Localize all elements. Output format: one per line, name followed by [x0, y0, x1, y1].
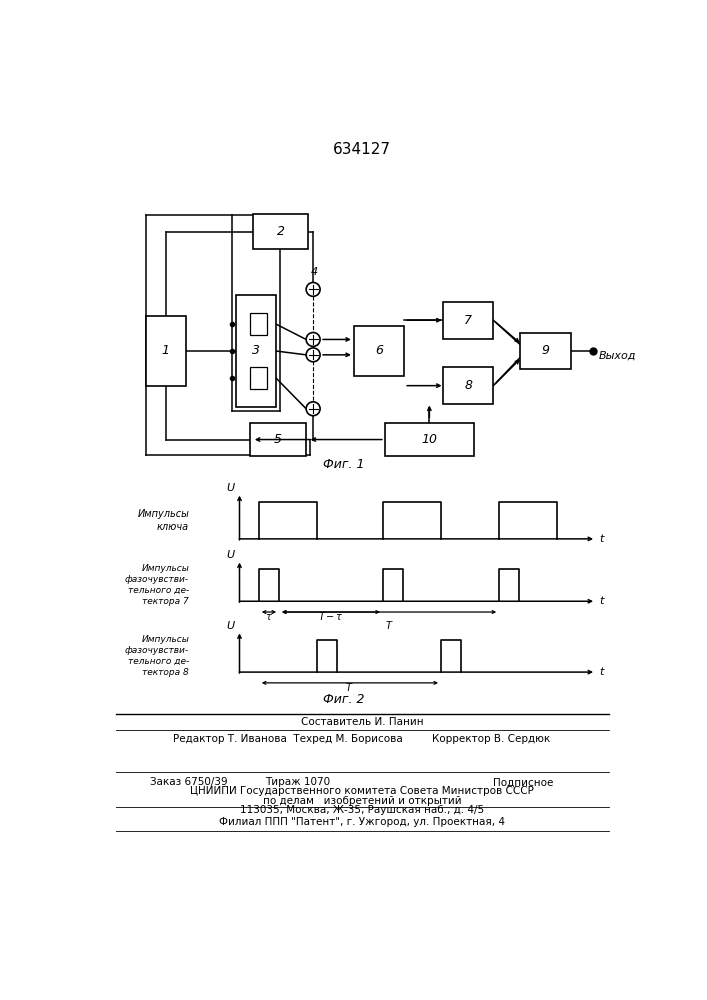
- Bar: [250, 313, 267, 335]
- Text: 3: 3: [252, 344, 259, 358]
- Text: $\tau$: $\tau$: [265, 612, 273, 622]
- Text: 2: 2: [276, 225, 285, 238]
- Text: 113035, Москва, Ж-35, Раушская наб., д. 4/5: 113035, Москва, Ж-35, Раушская наб., д. …: [240, 805, 484, 815]
- Text: U: U: [227, 483, 235, 493]
- Text: U: U: [227, 550, 235, 560]
- Text: U: U: [227, 621, 235, 631]
- Text: Выход: Выход: [599, 351, 636, 361]
- Text: 9: 9: [542, 344, 549, 358]
- Text: $T$: $T$: [385, 619, 393, 631]
- Text: 10: 10: [421, 433, 438, 446]
- Text: Фиг. 1: Фиг. 1: [323, 458, 365, 471]
- Bar: [250, 367, 267, 389]
- Text: Импульсы
ключа: Импульсы ключа: [137, 509, 189, 532]
- Bar: [250, 423, 306, 456]
- Circle shape: [306, 348, 320, 362]
- Text: Импульсы
фазочувстви-
тельного де-
тектора 7: Импульсы фазочувстви- тельного де- текто…: [125, 564, 189, 606]
- Circle shape: [306, 333, 320, 346]
- Text: $T$: $T$: [345, 681, 354, 693]
- Bar: [443, 367, 493, 404]
- Text: Редактор Т. Иванова  Техред М. Борисова         Корректор В. Сердюк: Редактор Т. Иванова Техред М. Борисова К…: [173, 734, 551, 744]
- Text: Тираж 1070: Тираж 1070: [265, 777, 330, 787]
- Text: 1: 1: [162, 344, 170, 358]
- Text: 634127: 634127: [333, 142, 391, 157]
- Bar: [235, 295, 276, 407]
- Text: t: t: [599, 667, 604, 677]
- Text: ЦНИИПИ Государственного комитета Совета Министров СССР: ЦНИИПИ Государственного комитета Совета …: [190, 786, 534, 796]
- Circle shape: [306, 402, 320, 416]
- Bar: [146, 316, 186, 386]
- Bar: [443, 302, 493, 339]
- Text: 5: 5: [274, 433, 282, 446]
- Text: 7: 7: [464, 314, 472, 327]
- Bar: [385, 423, 474, 456]
- Text: 4: 4: [311, 267, 318, 277]
- Text: Филиал ППП "Патент", г. Ужгород, ул. Проектная, 4: Филиал ППП "Патент", г. Ужгород, ул. Про…: [219, 817, 505, 827]
- Bar: [520, 333, 571, 369]
- Text: t: t: [599, 534, 604, 544]
- Text: по делам   изобретений и открытий: по делам изобретений и открытий: [262, 796, 461, 806]
- Bar: [354, 326, 404, 376]
- Text: Фиг. 2: Фиг. 2: [323, 693, 365, 706]
- Text: Составитель И. Панин: Составитель И. Панин: [300, 717, 423, 727]
- Text: $T-\tau$: $T-\tau$: [318, 610, 344, 622]
- Bar: [253, 214, 308, 249]
- Text: Заказ 6750/39: Заказ 6750/39: [151, 777, 228, 787]
- Text: 8: 8: [464, 379, 472, 392]
- Text: Импульсы
фазочувстви-
тельного де-
тектора 8: Импульсы фазочувстви- тельного де- текто…: [125, 635, 189, 677]
- Text: Подписное: Подписное: [493, 777, 554, 787]
- Text: t: t: [599, 596, 604, 606]
- Circle shape: [306, 282, 320, 296]
- Text: 6: 6: [375, 344, 383, 358]
